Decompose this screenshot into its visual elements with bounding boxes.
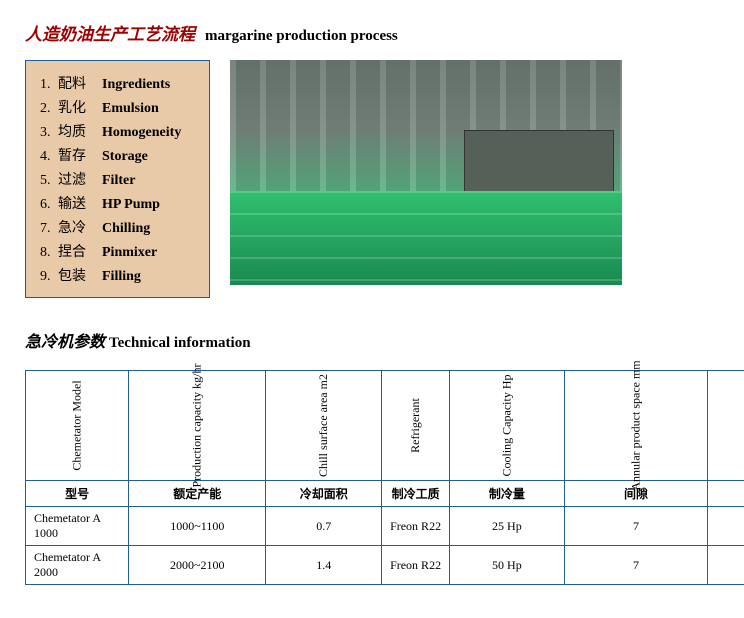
table-cell: 25 Hp (449, 507, 564, 546)
spec-table: Chemetator Model Production capacity kg/… (25, 370, 744, 585)
table-cell: Freon R22 (382, 507, 450, 546)
table-cell: 7 (564, 507, 707, 546)
col-header-cn: 制冷量 (449, 481, 564, 507)
table-cell: 7 (564, 546, 707, 585)
table-cell: 1000~1100 (129, 507, 266, 546)
table-cell: 11 (708, 507, 744, 546)
table-cell: Chemetator A 2000 (26, 546, 129, 585)
table-cell: 0.7 (266, 507, 382, 546)
factory-photo (230, 60, 622, 285)
table-cell: Chemetator A 1000 (26, 507, 129, 546)
title-cn: 人造奶油生产工艺流程 (25, 20, 195, 45)
col-header: Refrigerant (408, 398, 423, 453)
list-item: 7.急冷Chilling (40, 215, 181, 239)
table-cell: 11×2 (708, 546, 744, 585)
col-header: Chemetator Model (70, 380, 85, 470)
section-title-en: Technical information (109, 335, 251, 351)
section-title-cn: 急冷机参数 (25, 334, 105, 351)
title-en: margarine production process (205, 28, 398, 45)
list-item: 1.配料Ingredients (40, 71, 181, 95)
process-steps-list: 1.配料Ingredients 2.乳化Emulsion 3.均质Homogen… (40, 71, 181, 287)
col-header: Cooling Capacity Hp (499, 375, 514, 477)
table-header-en: Chemetator Model Production capacity kg/… (26, 371, 744, 481)
col-header: Annular product space mm (629, 360, 644, 490)
list-item: 3.均质Homogeneity (40, 119, 181, 143)
table-cell: 2000~2100 (129, 546, 266, 585)
col-header-cn: 主电机 (708, 481, 744, 507)
list-item: 2.乳化Emulsion (40, 95, 181, 119)
section-title: 急冷机参数 Technical information (25, 328, 719, 352)
page-title: 人造奶油生产工艺流程 margarine production process (25, 20, 719, 45)
equipment-shape (464, 130, 614, 210)
col-header: Production capacity kg/hr (190, 364, 205, 488)
table-cell: 1.4 (266, 546, 382, 585)
list-item: 6.输送HP Pump (40, 191, 181, 215)
table-row: Chemetator A 2000 2000~2100 1.4 Freon R2… (26, 546, 744, 585)
list-item: 4.暂存Storage (40, 143, 181, 167)
table-cell: 50 Hp (449, 546, 564, 585)
col-header: Chill surface area m2 (316, 374, 331, 477)
list-item: 8.捏合Pinmixer (40, 239, 181, 263)
table-cell: Freon R22 (382, 546, 450, 585)
col-header-cn: 型号 (26, 481, 129, 507)
col-header-cn: 冷却面积 (266, 481, 382, 507)
list-item: 9.包装Filling (40, 263, 181, 287)
list-item: 5.过滤Filter (40, 167, 181, 191)
process-steps-box: 1.配料Ingredients 2.乳化Emulsion 3.均质Homogen… (25, 60, 210, 298)
col-header-cn: 制冷工质 (382, 481, 450, 507)
table-row: Chemetator A 1000 1000~1100 0.7 Freon R2… (26, 507, 744, 546)
